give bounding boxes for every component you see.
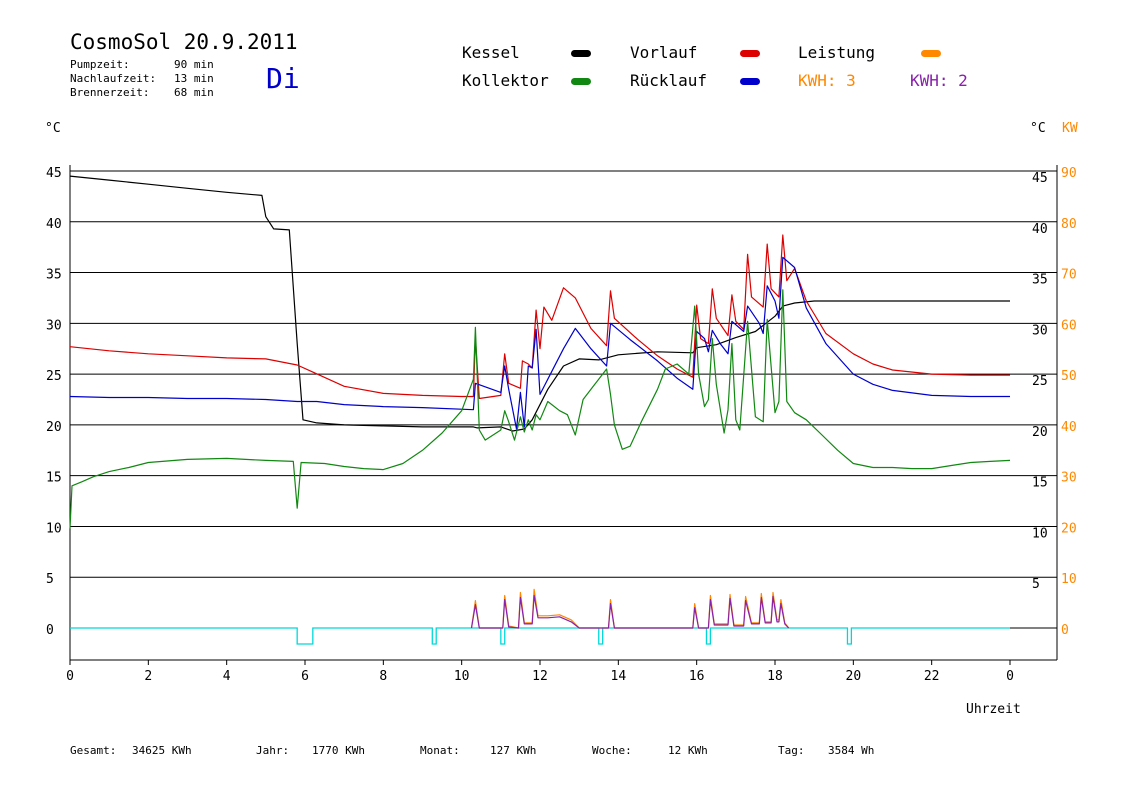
kw-tick-10: 10: [1061, 572, 1077, 587]
right-unit-kw: KW: [1062, 121, 1078, 136]
x-tick-4: 8: [379, 669, 387, 684]
kw-tick-90: 90: [1061, 166, 1077, 181]
pumpzeit-value: 90 min: [174, 58, 214, 71]
footer-jahr-label: Jahr:: [256, 744, 290, 757]
right-unit-celsius: °C: [1030, 121, 1046, 136]
footer-monat-label: Monat:: [420, 744, 460, 757]
series-vorlauf: [69, 234, 1010, 400]
y-tick-right-35: 35: [1032, 273, 1048, 288]
x-tick-11: 22: [924, 669, 940, 684]
x-axis-title: Uhrzeit: [966, 702, 1021, 717]
y-tick-left-25: 25: [46, 369, 62, 384]
legend-ruecklauf-swatch: [740, 78, 760, 85]
legend-kollektor-label: Kollektor: [462, 71, 549, 90]
kw-tick-30: 30: [1061, 471, 1077, 486]
legend-kollektor-swatch: [571, 78, 591, 85]
legend-kwh-orange: KWH: 3: [798, 71, 856, 90]
x-tick-1: 2: [144, 669, 152, 684]
series-kessel: [69, 175, 1010, 432]
x-tick-6: 12: [532, 669, 548, 684]
legend-kwh-purple: KWH: 2: [910, 71, 968, 90]
legend-kessel-swatch: [571, 50, 591, 57]
y-tick-right-30: 30: [1032, 323, 1048, 338]
footer-gesamt-label: Gesamt:: [70, 744, 117, 757]
footer-tag-value: 3584 Wh: [828, 744, 875, 757]
legend-vorlauf-swatch: [740, 50, 760, 57]
brennerzeit-value: 68 min: [174, 86, 214, 99]
y-tick-right-20: 20: [1032, 425, 1048, 440]
y-tick-right-10: 10: [1032, 526, 1048, 541]
x-tick-2: 4: [223, 669, 231, 684]
x-tick-8: 16: [689, 669, 705, 684]
series-kollektor: [69, 289, 1011, 529]
y-tick-left-40: 40: [46, 217, 62, 232]
footer-monat-value: 127 KWh: [490, 744, 537, 757]
footer-woche-value: 12 KWh: [668, 744, 708, 757]
kw-tick-70: 70: [1061, 268, 1077, 283]
legend-kessel-label: Kessel: [462, 43, 520, 62]
y-tick-right-25: 25: [1032, 374, 1048, 389]
kw-tick-50: 50: [1061, 369, 1077, 384]
y-tick-right-45: 45: [1032, 171, 1048, 186]
kw-tick-60: 60: [1061, 318, 1077, 333]
legend-leistung-label: Leistung: [798, 43, 876, 62]
y-tick-right-5: 5: [1032, 577, 1040, 592]
pump-status-line: [70, 627, 1010, 645]
kw-tick-80: 80: [1061, 217, 1077, 232]
y-tick-right-15: 15: [1032, 476, 1048, 491]
nachlaufzeit-label: Nachlaufzeit:: [70, 72, 157, 85]
legend-vorlauf-label: Vorlauf: [630, 43, 698, 62]
kw-tick-40: 40: [1061, 420, 1077, 435]
y-tick-left-0: 0: [46, 623, 54, 638]
chart-title: CosmoSol 20.9.2011: [70, 30, 298, 54]
x-tick-9: 18: [767, 669, 783, 684]
x-tick-0: 0: [66, 669, 74, 684]
legend-leistung-swatch: [921, 50, 941, 57]
pumpzeit-label: Pumpzeit:: [70, 58, 130, 71]
kw-tick-0: 0: [1061, 623, 1069, 638]
legend-ruecklauf-label: Rücklauf: [630, 71, 708, 90]
nachlaufzeit-value: 13 min: [174, 72, 214, 85]
footer-tag-label: Tag:: [778, 744, 805, 757]
y-tick-left-30: 30: [46, 318, 62, 333]
y-tick-left-5: 5: [46, 572, 54, 587]
footer-woche-label: Woche:: [592, 744, 632, 757]
kw-tick-20: 20: [1061, 521, 1077, 536]
x-tick-10: 20: [846, 669, 862, 684]
x-tick-12: 0: [1006, 669, 1014, 684]
y-tick-right-40: 40: [1032, 222, 1048, 237]
y-tick-left-20: 20: [46, 420, 62, 435]
x-tick-5: 10: [454, 669, 470, 684]
y-tick-left-10: 10: [46, 521, 62, 536]
brennerzeit-label: Brennerzeit:: [70, 86, 150, 99]
x-tick-7: 14: [611, 669, 627, 684]
left-unit-label: °C: [45, 121, 61, 136]
footer-gesamt-value: 34625 KWh: [132, 744, 192, 757]
y-tick-left-45: 45: [46, 166, 62, 181]
weekday-label: Di: [266, 62, 300, 95]
y-tick-left-35: 35: [46, 268, 62, 283]
y-tick-left-15: 15: [46, 471, 62, 486]
series-r-cklauf: [69, 256, 1010, 430]
series-kwh-2: [470, 594, 790, 629]
x-tick-3: 6: [301, 669, 309, 684]
footer-jahr-value: 1770 KWh: [312, 744, 365, 757]
